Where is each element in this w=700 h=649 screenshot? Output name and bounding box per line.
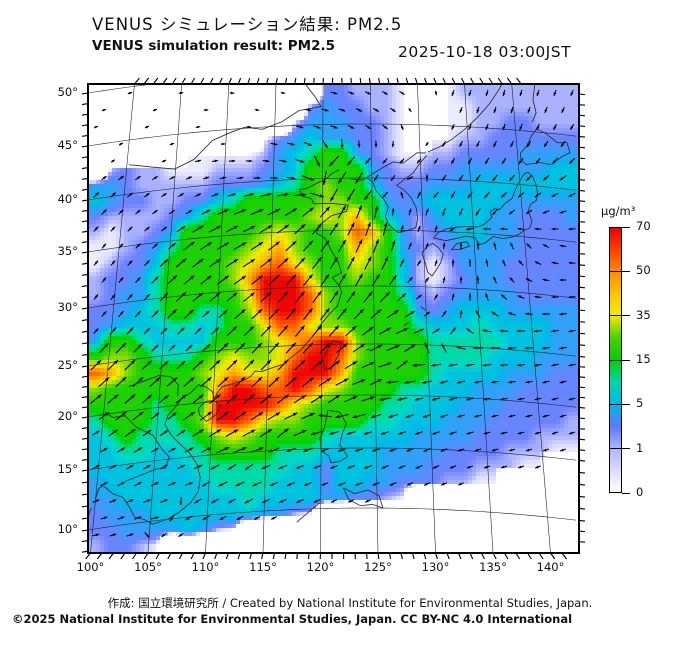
lon-tick-label: 135° xyxy=(479,560,507,574)
colorbar-tick-label: 1 xyxy=(636,440,644,455)
colorbar-tick-stub xyxy=(622,448,630,450)
pm25-simulation-map xyxy=(78,72,590,564)
colorbar-tick-line xyxy=(609,403,622,406)
colorbar-tick-line xyxy=(609,270,622,273)
lat-tick-label: 15° xyxy=(57,462,78,476)
colorbar-tick-stub xyxy=(622,315,630,317)
footer-credit: 作成: 国立環境研究所 / Created by National Instit… xyxy=(107,596,593,610)
colorbar-tick-stub xyxy=(622,226,630,228)
lon-tick-label: 130° xyxy=(421,560,450,574)
colorbar-tick-line xyxy=(609,315,622,317)
colorbar-tick-label: 35 xyxy=(636,307,651,322)
colorbar-tick-label: 70 xyxy=(636,219,651,233)
lat-tick-label: 20° xyxy=(57,409,78,423)
colorbar-tick-label: 0 xyxy=(636,485,644,499)
colorbar-tick-label: 5 xyxy=(636,396,644,411)
colorbar-unit-label: µg/m³ xyxy=(601,204,636,218)
colorbar-tick-line xyxy=(609,448,622,450)
colorbar-tick-stub xyxy=(622,359,630,361)
lon-tick-label: 125° xyxy=(364,560,392,574)
lat-tick-label: 40° xyxy=(57,192,78,206)
lat-tick-label: 10° xyxy=(57,522,78,536)
colorbar-tick-label: 15 xyxy=(636,352,651,366)
colorbar-tick-stub xyxy=(622,270,630,273)
colorbar-legend: µg/m³ 70 50 35 15 5 1 0 xyxy=(596,204,698,514)
lat-tick-label: 25° xyxy=(57,358,78,372)
colorbar-tick-stub xyxy=(622,492,630,494)
page-title-english: VENUS simulation result: PM2.5 xyxy=(92,38,335,54)
lon-tick-label: 140° xyxy=(536,560,565,574)
lat-tick-label: 30° xyxy=(57,300,78,314)
lat-tick-label: 45° xyxy=(57,138,78,152)
simulation-datetime: 2025-10-18 03:00JST xyxy=(398,43,572,61)
lon-tick-label: 115° xyxy=(249,560,277,574)
footer-copyright: ©2025 National Institute for Environment… xyxy=(11,612,573,626)
page-title-japanese: VENUS シミュレーション結果: PM2.5 xyxy=(92,15,403,34)
colorbar-tick-stub xyxy=(622,403,630,406)
lon-tick-label: 100° xyxy=(76,560,105,574)
lat-tick-label: 50° xyxy=(57,85,78,99)
colorbar-tick-line xyxy=(609,359,622,361)
lon-tick-label: 120° xyxy=(306,560,335,574)
colorbar-tick-label: 50 xyxy=(636,263,651,278)
lat-tick-label: 35° xyxy=(57,244,78,258)
lon-tick-label: 105° xyxy=(134,560,162,574)
lon-tick-label: 110° xyxy=(191,560,220,574)
